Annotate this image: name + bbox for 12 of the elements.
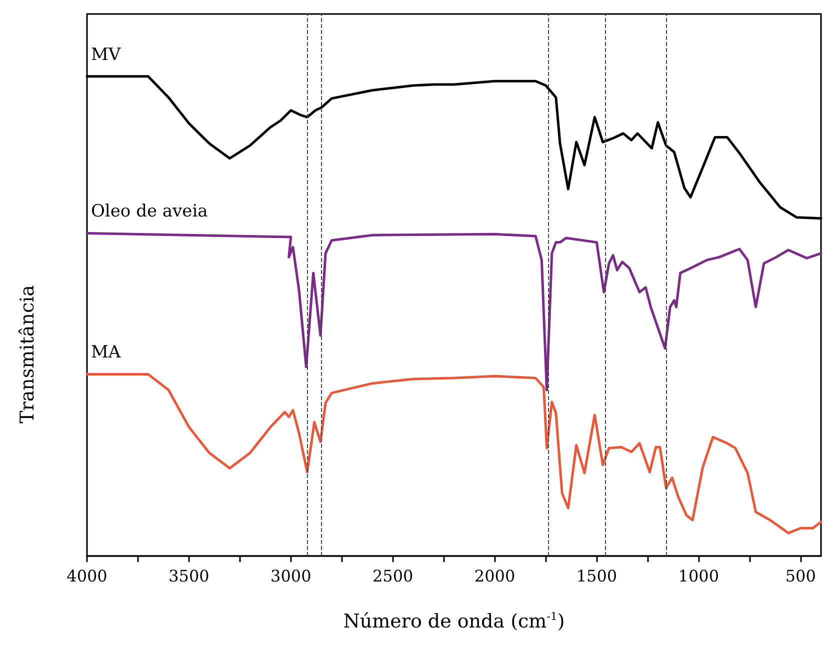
x-tick-label: 3000 (270, 566, 312, 586)
x-tick-label: 3500 (168, 566, 210, 586)
x-tick-label: 2000 (474, 566, 516, 586)
x-tick-label: 500 (785, 566, 816, 586)
x-tick-label: 4000 (66, 566, 108, 586)
x-tick-label: 2500 (372, 566, 414, 586)
y-axis-title: Transmitância (16, 284, 38, 424)
series-label: MV (91, 44, 122, 65)
series-label: Oleo de aveia (91, 202, 208, 222)
series-label: MA (91, 342, 122, 363)
x-tick-label: 1500 (576, 566, 618, 586)
x-tick-label: 1000 (678, 566, 720, 586)
